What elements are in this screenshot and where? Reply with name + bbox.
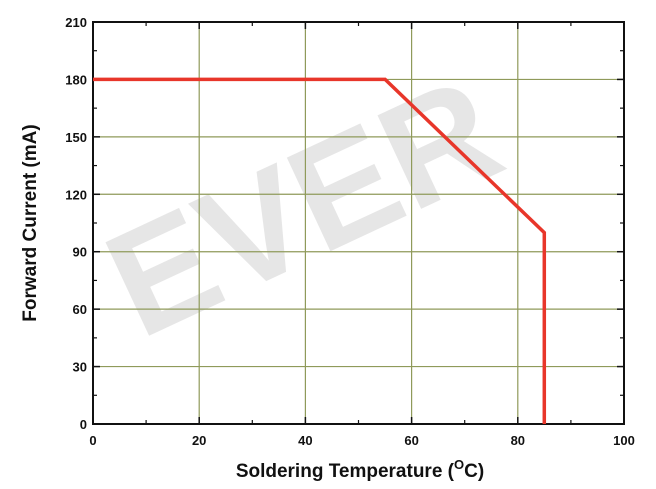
x-axis-title-superscript: O bbox=[454, 457, 464, 472]
x-tick-label-20: 20 bbox=[192, 433, 206, 448]
watermark-text: EVER bbox=[83, 44, 524, 369]
series bbox=[93, 77, 547, 424]
x-tick-label-100: 100 bbox=[613, 433, 635, 448]
x-tick-label-60: 60 bbox=[404, 433, 418, 448]
watermark: EVER bbox=[83, 44, 524, 369]
x-axis-title: Soldering Temperature (OC) bbox=[236, 457, 484, 482]
x-tick-label-40: 40 bbox=[298, 433, 312, 448]
y-tick-label-60: 60 bbox=[73, 302, 87, 317]
x-tick-label-80: 80 bbox=[511, 433, 525, 448]
x-axis-title-main: Soldering Temperature ( bbox=[236, 461, 455, 482]
y-tick-label-30: 30 bbox=[73, 360, 87, 375]
y-tick-label-120: 120 bbox=[65, 187, 87, 202]
y-tick-label-180: 180 bbox=[65, 72, 87, 87]
grid bbox=[93, 22, 624, 424]
derating-curve-0 bbox=[93, 77, 547, 424]
y-tick-label-150: 150 bbox=[65, 130, 87, 145]
y-axis-title: Forward Current (mA) bbox=[20, 124, 41, 321]
x-axis-title-unit: C) bbox=[464, 461, 484, 482]
y-tick-label-210: 210 bbox=[65, 15, 87, 30]
y-tick-label-0: 0 bbox=[80, 417, 87, 432]
x-tick-label-0: 0 bbox=[89, 433, 96, 448]
axis-ticks: 0 20 40 60 80 100 0 30 60 90 120 150 180 210 bbox=[65, 15, 635, 448]
y-tick-label-90: 90 bbox=[73, 245, 87, 260]
